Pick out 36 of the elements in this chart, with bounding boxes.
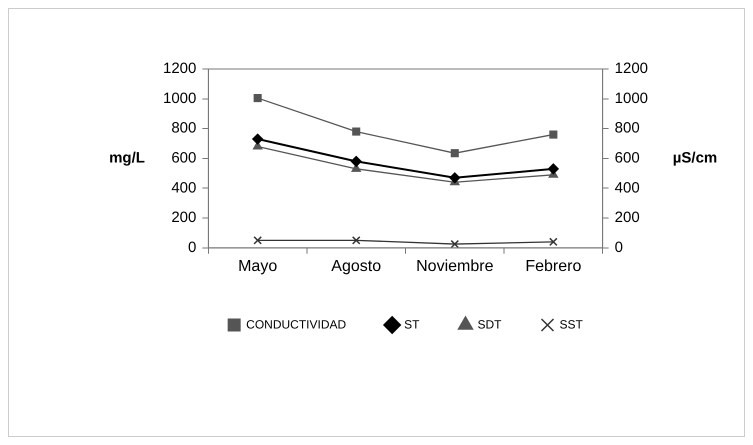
legend-label: ST xyxy=(404,317,420,332)
point xyxy=(352,236,361,245)
x-tick-label: Agosto xyxy=(331,258,382,275)
legend-label: CONDUCTIVIDAD xyxy=(246,317,346,332)
point xyxy=(352,128,360,136)
x-tick-label: Febrero xyxy=(525,258,582,275)
point xyxy=(254,94,262,102)
y2-tick-label: 1000 xyxy=(614,90,648,107)
point xyxy=(548,163,559,174)
y-tick-label: 1200 xyxy=(162,60,196,78)
y2-axis-title: µS/cm xyxy=(672,150,718,167)
point xyxy=(549,238,558,246)
y2-tick-label: 600 xyxy=(614,150,640,167)
y2-tick-label: 1200 xyxy=(614,60,648,78)
y2-tick-label: 200 xyxy=(614,209,640,226)
point xyxy=(350,156,362,167)
point xyxy=(253,236,262,245)
y-tick-label: 200 xyxy=(171,209,196,226)
y-tick-label: 600 xyxy=(171,150,196,167)
y-axis-title: mg/L xyxy=(109,150,145,167)
y2-tick-label: 0 xyxy=(614,238,623,256)
y2-tick-label: 400 xyxy=(614,179,640,196)
y-tick-label: 800 xyxy=(171,120,196,137)
y-tick-label: 0 xyxy=(188,238,196,256)
legend-label: SST xyxy=(560,317,584,332)
point xyxy=(450,240,460,248)
y2-tick-label: 800 xyxy=(614,120,640,137)
x-tick-label: Noviembre xyxy=(416,258,494,275)
y-tick-label: 400 xyxy=(171,179,196,196)
x-tick-label: Mayo xyxy=(238,258,278,275)
point xyxy=(549,130,558,139)
y-tick-label: 1000 xyxy=(162,90,196,107)
point xyxy=(450,149,459,158)
point xyxy=(449,172,460,184)
point xyxy=(252,134,264,145)
legend-label: SDT xyxy=(478,317,502,332)
